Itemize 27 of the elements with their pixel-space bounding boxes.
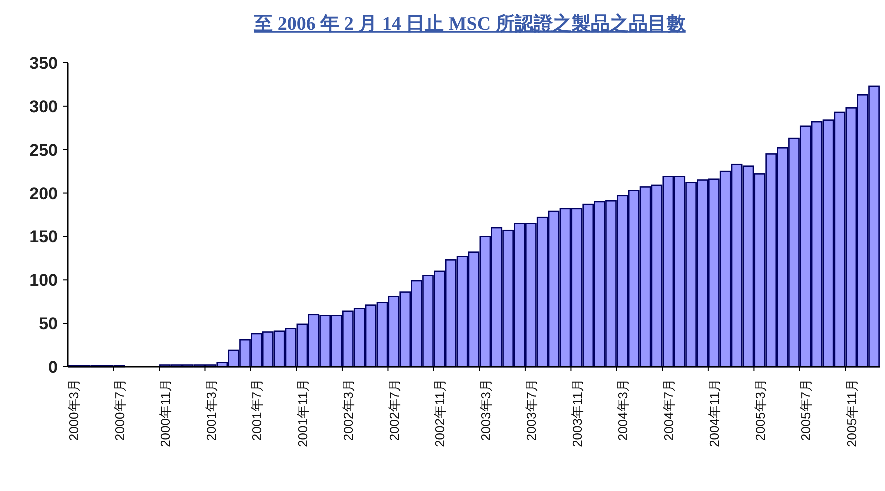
x-tick-label: 2002年3月 xyxy=(341,379,356,442)
y-tick-label: 250 xyxy=(30,140,58,160)
x-tick-label: 2005年3月 xyxy=(752,379,768,442)
y-tick-label: 350 xyxy=(30,54,58,73)
x-tick-label: 2005年7月 xyxy=(798,379,814,442)
x-tick-label: 2001年11月 xyxy=(295,379,310,448)
x-tick-label: 2004年11月 xyxy=(707,379,722,448)
x-tick-label: 2002年7月 xyxy=(386,379,402,442)
x-tick-label: 2001年3月 xyxy=(204,379,219,442)
x-tick-label: 2001年7月 xyxy=(250,379,265,442)
y-tick-label: 150 xyxy=(30,228,58,247)
y-tick-label: 200 xyxy=(30,184,58,204)
y-tick-label: 100 xyxy=(30,271,58,290)
y-tick-label: 50 xyxy=(39,314,58,334)
y-tick-label: 300 xyxy=(30,97,58,116)
x-tick-label: 2003年7月 xyxy=(524,379,540,442)
x-tick-label: 2002年11月 xyxy=(432,379,448,448)
x-tick-label: 2003年3月 xyxy=(478,379,494,442)
x-tick-label: 2004年3月 xyxy=(616,379,631,442)
x-tick-label: 2003年11月 xyxy=(570,379,585,448)
y-tick-label: 0 xyxy=(48,358,58,377)
title: 至 2006 年 2 月 14 日止 MSC 所認證之製品之品目數 xyxy=(254,14,686,35)
x-tick-label: 2005年11月 xyxy=(844,379,860,448)
x-tick-label: 2000年3月 xyxy=(66,379,82,442)
x-tick-label: 2000年11月 xyxy=(158,379,174,448)
x-tick-label: 2004年7月 xyxy=(661,379,676,442)
x-tick-label: 2000年7月 xyxy=(112,379,128,442)
